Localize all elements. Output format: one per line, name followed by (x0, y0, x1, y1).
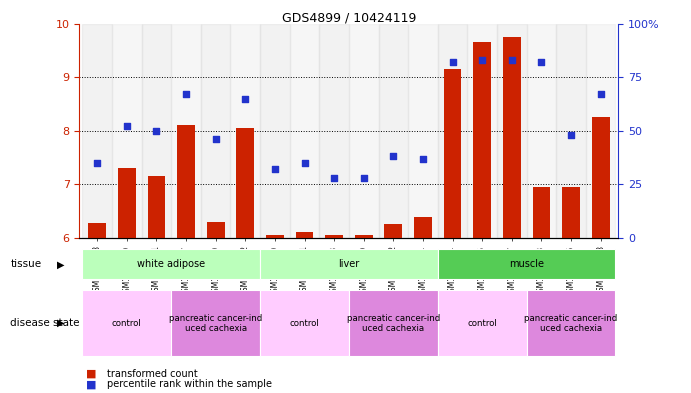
Text: pancreatic cancer-ind
uced cachexia: pancreatic cancer-ind uced cachexia (524, 314, 618, 333)
Point (299, 160, 310, 166)
Bar (562, 187, 580, 238)
Bar (260, 24, 290, 238)
Text: ■: ■ (86, 379, 97, 389)
Text: liver: liver (339, 259, 359, 269)
Bar (408, 24, 438, 238)
Point (358, 174, 369, 181)
Bar (82, 24, 112, 238)
Bar (467, 24, 497, 238)
Point (417, 155, 428, 162)
Point (269, 166, 281, 173)
Bar (438, 24, 467, 238)
Text: pancreatic cancer-ind
uced cachexia: pancreatic cancer-ind uced cachexia (169, 314, 263, 333)
Bar (349, 24, 379, 238)
Point (210, 136, 221, 142)
Point (151, 127, 162, 134)
Text: ■: ■ (86, 369, 97, 379)
Bar (503, 37, 521, 238)
Bar (591, 117, 609, 238)
Point (565, 132, 576, 138)
Point (536, 59, 547, 65)
Text: transformed count: transformed count (107, 369, 198, 379)
Text: percentile rank within the sample: percentile rank within the sample (107, 379, 272, 389)
Bar (207, 222, 225, 238)
Point (388, 153, 399, 160)
Bar (260, 249, 438, 279)
Bar (260, 290, 349, 356)
Bar (148, 176, 165, 238)
Point (595, 91, 606, 97)
Bar (586, 24, 616, 238)
Bar (349, 290, 438, 356)
Point (92, 160, 103, 166)
Point (122, 123, 133, 130)
Text: white adipose: white adipose (138, 259, 205, 269)
Point (180, 91, 191, 97)
Text: control: control (467, 319, 497, 328)
Bar (414, 217, 432, 238)
Bar (177, 125, 195, 238)
Bar (533, 187, 550, 238)
Bar (290, 24, 319, 238)
Point (507, 57, 518, 63)
Text: GDS4899 / 10424119: GDS4899 / 10424119 (282, 12, 416, 25)
Point (240, 95, 251, 102)
Text: ▶: ▶ (57, 318, 65, 328)
Bar (231, 24, 260, 238)
Bar (118, 168, 135, 238)
Bar (527, 290, 616, 356)
Text: pancreatic cancer-ind
uced cachexia: pancreatic cancer-ind uced cachexia (347, 314, 440, 333)
Bar (266, 235, 284, 238)
Bar (82, 290, 171, 356)
Bar (319, 24, 349, 238)
Point (447, 59, 458, 65)
Bar (497, 24, 527, 238)
Bar (88, 223, 106, 238)
Bar (438, 290, 527, 356)
Bar (201, 24, 231, 238)
Text: tissue: tissue (10, 259, 41, 269)
Bar (296, 232, 314, 238)
Bar (438, 249, 616, 279)
Text: control: control (112, 319, 142, 328)
Text: control: control (290, 319, 319, 328)
Bar (379, 24, 408, 238)
Bar (112, 24, 142, 238)
Point (477, 57, 488, 63)
Text: ▶: ▶ (57, 259, 65, 269)
Bar (142, 24, 171, 238)
Text: muscle: muscle (509, 259, 544, 269)
Bar (355, 235, 372, 238)
Bar (82, 249, 260, 279)
Bar (444, 69, 462, 238)
Point (329, 174, 340, 181)
Bar (527, 24, 556, 238)
Bar (171, 290, 260, 356)
Bar (325, 235, 343, 238)
Text: disease state: disease state (10, 318, 80, 328)
Bar (236, 128, 254, 238)
Bar (384, 224, 402, 238)
Bar (171, 24, 201, 238)
Bar (556, 24, 586, 238)
Bar (473, 42, 491, 238)
